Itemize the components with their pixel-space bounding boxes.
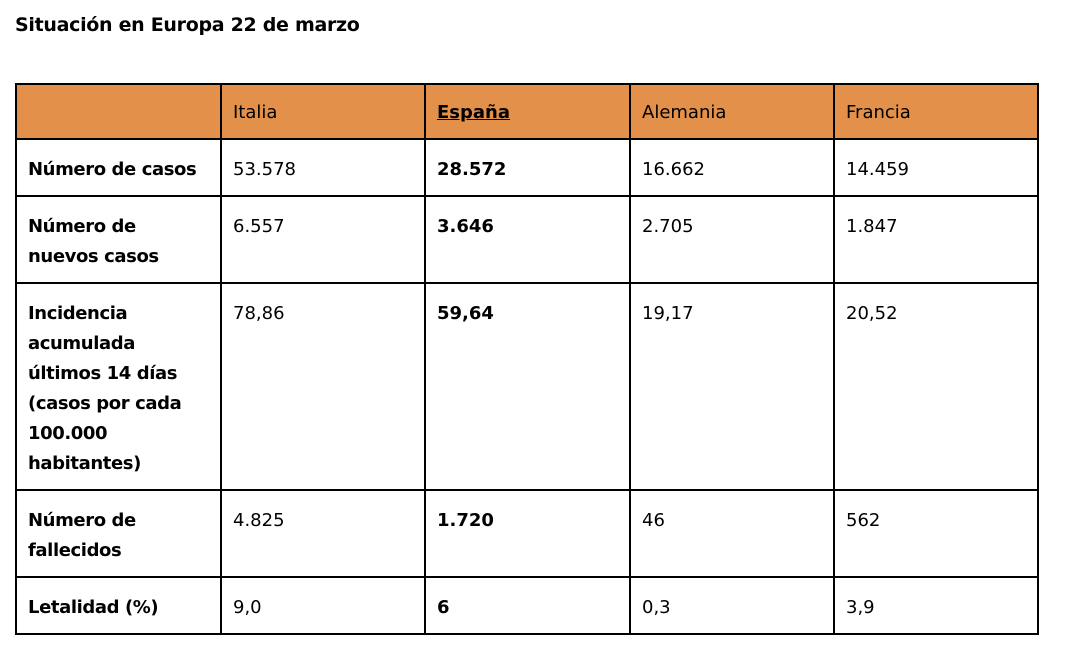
row-header-line: fallecidos — [28, 540, 122, 561]
row-header-line: (casos por cada — [28, 393, 182, 414]
cell-text: 9,0 — [233, 597, 262, 618]
table-row: Número de nuevos casos 6.557 3.646 2.705 1.84… — [15, 195, 1039, 284]
cell-text: 3,9 — [846, 597, 875, 618]
cell-text: 16.662 — [642, 159, 705, 180]
row-header-line: Letalidad (%) — [28, 597, 159, 618]
table-row: Letalidad (%) 9,0 6 0,3 3,9 — [15, 576, 1039, 635]
row-header: Número de casos — [15, 138, 222, 197]
cell-text: 1.847 — [846, 216, 898, 237]
row-header-line: habitantes) — [28, 453, 141, 474]
cell-text: 6 — [437, 597, 450, 618]
table-cell: 9,0 — [220, 576, 426, 635]
row-header: Número de fallecidos — [15, 489, 222, 578]
column-header-text: Italia — [233, 102, 278, 123]
table-cell: 3,9 — [833, 576, 1039, 635]
data-table: Italia España Alemania Francia Número de ca… — [15, 83, 1039, 635]
table-cell: 2.705 — [629, 195, 835, 284]
row-header-line: Número de casos — [28, 159, 197, 180]
table-cell: 1.847 — [833, 195, 1039, 284]
cell-text: 78,86 — [233, 303, 285, 324]
table-cell: 0,3 — [629, 576, 835, 635]
corner-cell — [15, 83, 222, 140]
row-header-line: últimos 14 días — [28, 363, 178, 384]
table-cell: 3.646 — [424, 195, 631, 284]
cell-text: 4.825 — [233, 510, 285, 531]
row-header-line: 100.000 — [28, 423, 108, 444]
cell-text: 562 — [846, 510, 881, 531]
table-cell: 19,17 — [629, 282, 835, 491]
column-header: Francia — [833, 83, 1039, 140]
cell-text: 3.646 — [437, 216, 494, 237]
table-cell: 16.662 — [629, 138, 835, 197]
cell-text: 6.557 — [233, 216, 285, 237]
table-cell: 1.720 — [424, 489, 631, 578]
cell-text: 53.578 — [233, 159, 296, 180]
table-cell: 53.578 — [220, 138, 426, 197]
column-header-text: España — [437, 102, 511, 123]
table-row: Incidencia acumulada últimos 14 días (casos… — [15, 282, 1039, 491]
table-cell: 6 — [424, 576, 631, 635]
row-header: Incidencia acumulada últimos 14 días (casos… — [15, 282, 222, 491]
table-cell: 46 — [629, 489, 835, 578]
cell-text: 46 — [642, 510, 665, 531]
row-header-line: Incidencia — [28, 303, 128, 324]
table-cell: 28.572 — [424, 138, 631, 197]
table-cell: 20,52 — [833, 282, 1039, 491]
table-row: Número de fallecidos 4.825 1.720 46 562 — [15, 489, 1039, 578]
column-header: España — [424, 83, 631, 140]
title: Situación en Europa 22 de marzo — [15, 14, 360, 36]
cell-text: 14.459 — [846, 159, 909, 180]
column-header-text: Alemania — [642, 102, 727, 123]
column-header: Alemania — [629, 83, 835, 140]
cell-text: 20,52 — [846, 303, 898, 324]
cell-text: 19,17 — [642, 303, 694, 324]
row-header: Número de nuevos casos — [15, 195, 222, 284]
row-header: Letalidad (%) — [15, 576, 222, 635]
table-cell: 4.825 — [220, 489, 426, 578]
table-cell: 59,64 — [424, 282, 631, 491]
table-row: Número de casos 53.578 28.572 16.662 14.459 — [15, 138, 1039, 197]
table-cell: 562 — [833, 489, 1039, 578]
header-row: Italia España Alemania Francia — [15, 83, 1039, 140]
table-cell: 14.459 — [833, 138, 1039, 197]
column-header: Italia — [220, 83, 426, 140]
row-header-line: acumulada — [28, 333, 135, 354]
column-header-text: Francia — [846, 102, 911, 123]
table-cell: 78,86 — [220, 282, 426, 491]
row-header-line: Número de — [28, 216, 136, 237]
table-body: Número de casos 53.578 28.572 16.662 14.459 N… — [15, 138, 1039, 635]
cell-text: 28.572 — [437, 159, 507, 180]
row-header-line: nuevos casos — [28, 246, 159, 267]
table-cell: 6.557 — [220, 195, 426, 284]
cell-text: 0,3 — [642, 597, 671, 618]
cell-text: 1.720 — [437, 510, 494, 531]
cell-text: 2.705 — [642, 216, 694, 237]
row-header-line: Número de — [28, 510, 136, 531]
cell-text: 59,64 — [437, 303, 494, 324]
